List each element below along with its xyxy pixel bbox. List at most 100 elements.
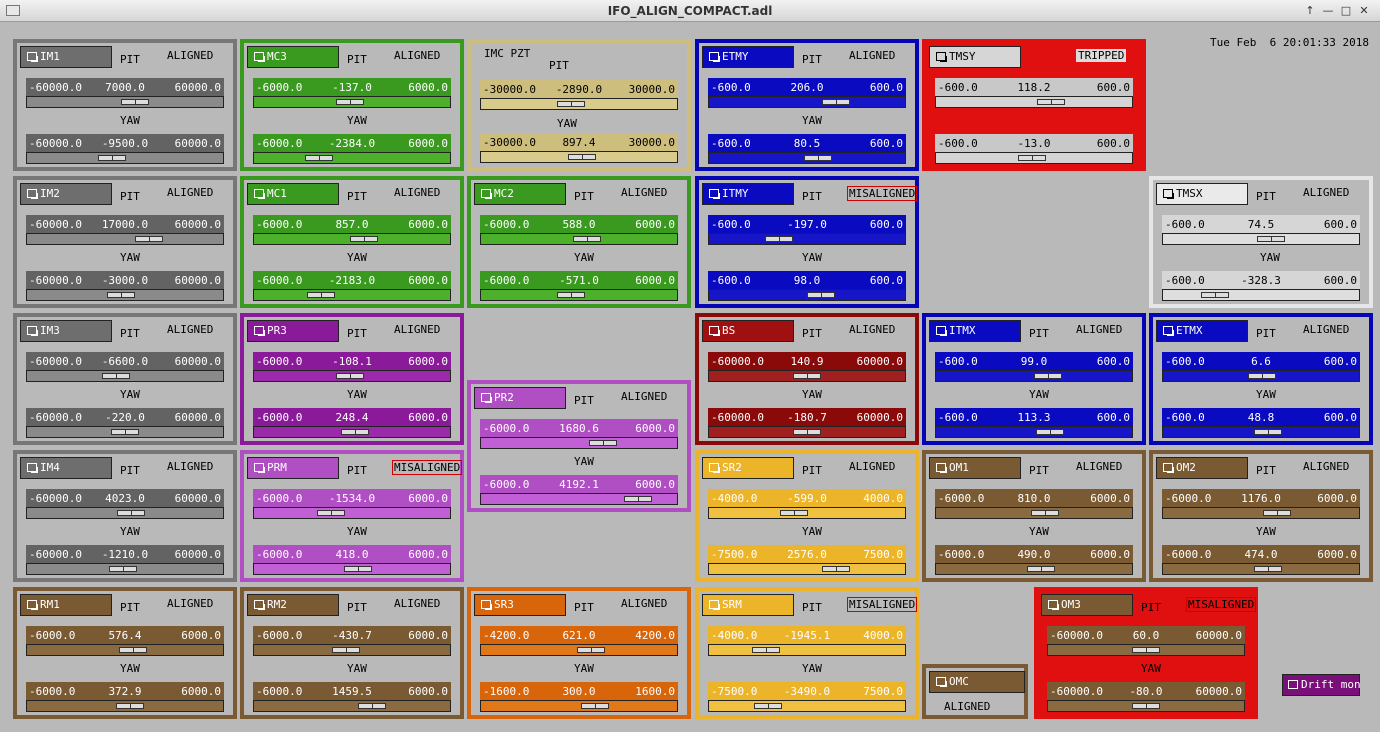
tmsx-button[interactable]: TMSX bbox=[1156, 183, 1248, 205]
mc3-button[interactable]: MC3 bbox=[247, 46, 339, 68]
yaw-slider-handle[interactable] bbox=[97, 155, 126, 161]
pit-slider[interactable] bbox=[708, 644, 906, 656]
yaw-slider-handle[interactable] bbox=[304, 155, 333, 161]
yaw-slider[interactable] bbox=[935, 152, 1133, 164]
pit-slider-handle[interactable] bbox=[1031, 510, 1060, 516]
tmsy-button[interactable]: TMSY bbox=[929, 46, 1021, 68]
etmy-button[interactable]: ETMY bbox=[702, 46, 794, 68]
yaw-slider-handle[interactable] bbox=[341, 429, 370, 435]
yaw-slider[interactable] bbox=[253, 152, 451, 164]
pit-slider[interactable] bbox=[480, 98, 678, 110]
pit-slider[interactable] bbox=[935, 507, 1133, 519]
pit-slider-handle[interactable] bbox=[793, 373, 822, 379]
pit-slider-handle[interactable] bbox=[134, 236, 163, 242]
pit-slider-handle[interactable] bbox=[780, 510, 809, 516]
pit-slider[interactable] bbox=[1047, 644, 1245, 656]
yaw-slider[interactable] bbox=[26, 152, 224, 164]
rm2-button[interactable]: RM2 bbox=[247, 594, 339, 616]
pit-slider-handle[interactable] bbox=[119, 647, 148, 653]
yaw-slider[interactable] bbox=[708, 563, 906, 575]
om3-button[interactable]: OM3 bbox=[1041, 594, 1133, 616]
yaw-slider[interactable] bbox=[1047, 700, 1245, 712]
yaw-slider[interactable] bbox=[26, 563, 224, 575]
yaw-slider[interactable] bbox=[935, 563, 1133, 575]
yaw-slider-handle[interactable] bbox=[106, 292, 135, 298]
drift-mon-button[interactable]: Drift mon bbox=[1282, 674, 1361, 696]
om2-button[interactable]: OM2 bbox=[1156, 457, 1248, 479]
pr2-button[interactable]: PR2 bbox=[474, 387, 566, 409]
yaw-slider[interactable] bbox=[708, 289, 906, 301]
pit-slider[interactable] bbox=[26, 233, 224, 245]
keep-above-icon[interactable]: ↑ bbox=[1305, 4, 1315, 17]
pit-slider-handle[interactable] bbox=[1132, 647, 1161, 653]
sr2-button[interactable]: SR2 bbox=[702, 457, 794, 479]
mc2-button[interactable]: MC2 bbox=[474, 183, 566, 205]
pit-slider-handle[interactable] bbox=[556, 101, 585, 107]
prm-button[interactable]: PRM bbox=[247, 457, 339, 479]
yaw-slider[interactable] bbox=[935, 426, 1133, 438]
yaw-slider-handle[interactable] bbox=[1201, 292, 1230, 298]
pit-slider[interactable] bbox=[935, 370, 1133, 382]
pit-slider[interactable] bbox=[708, 370, 906, 382]
rm1-button[interactable]: RM1 bbox=[20, 594, 112, 616]
pit-slider[interactable] bbox=[26, 370, 224, 382]
pit-slider-handle[interactable] bbox=[336, 99, 365, 105]
yaw-slider-handle[interactable] bbox=[1253, 429, 1282, 435]
srm-button[interactable]: SRM bbox=[702, 594, 794, 616]
pit-slider[interactable] bbox=[935, 96, 1133, 108]
pit-slider[interactable] bbox=[253, 96, 451, 108]
pit-slider[interactable] bbox=[480, 644, 678, 656]
yaw-slider[interactable] bbox=[708, 426, 906, 438]
yaw-slider-handle[interactable] bbox=[1035, 429, 1064, 435]
sr3-button[interactable]: SR3 bbox=[474, 594, 566, 616]
im4-button[interactable]: IM4 bbox=[20, 457, 112, 479]
pit-slider[interactable] bbox=[708, 233, 906, 245]
yaw-slider[interactable] bbox=[26, 700, 224, 712]
yaw-slider-handle[interactable] bbox=[753, 703, 782, 709]
yaw-slider-handle[interactable] bbox=[1131, 703, 1160, 709]
yaw-slider-handle[interactable] bbox=[623, 496, 652, 502]
pit-slider-handle[interactable] bbox=[1257, 236, 1286, 242]
pit-slider[interactable] bbox=[253, 507, 451, 519]
yaw-slider[interactable] bbox=[480, 493, 678, 505]
pr3-button[interactable]: PR3 bbox=[247, 320, 339, 342]
pit-slider[interactable] bbox=[708, 507, 906, 519]
pit-slider-handle[interactable] bbox=[116, 510, 145, 516]
pit-slider[interactable] bbox=[708, 96, 906, 108]
yaw-slider[interactable] bbox=[253, 289, 451, 301]
pit-slider-handle[interactable] bbox=[1263, 510, 1292, 516]
etmx-button[interactable]: ETMX bbox=[1156, 320, 1248, 342]
pit-slider-handle[interactable] bbox=[316, 510, 345, 516]
yaw-slider-handle[interactable] bbox=[1026, 566, 1055, 572]
window-menu-icon[interactable] bbox=[6, 5, 20, 16]
im3-button[interactable]: IM3 bbox=[20, 320, 112, 342]
pit-slider-handle[interactable] bbox=[588, 440, 617, 446]
yaw-slider[interactable] bbox=[1162, 289, 1360, 301]
yaw-slider-handle[interactable] bbox=[343, 566, 372, 572]
close-icon[interactable]: ✕ bbox=[1359, 4, 1369, 17]
om1-button[interactable]: OM1 bbox=[929, 457, 1021, 479]
itmy-button[interactable]: ITMY bbox=[702, 183, 794, 205]
pit-slider[interactable] bbox=[253, 370, 451, 382]
pit-slider-handle[interactable] bbox=[1036, 99, 1065, 105]
yaw-slider-handle[interactable] bbox=[116, 703, 145, 709]
pit-slider-handle[interactable] bbox=[821, 99, 850, 105]
pit-slider[interactable] bbox=[1162, 507, 1360, 519]
itmx-button[interactable]: ITMX bbox=[929, 320, 1021, 342]
pit-slider-handle[interactable] bbox=[752, 647, 781, 653]
pit-slider-handle[interactable] bbox=[101, 373, 130, 379]
yaw-slider-handle[interactable] bbox=[307, 292, 336, 298]
pit-slider-handle[interactable] bbox=[1033, 373, 1062, 379]
pit-slider[interactable] bbox=[480, 437, 678, 449]
yaw-slider-handle[interactable] bbox=[821, 566, 850, 572]
yaw-slider-handle[interactable] bbox=[110, 429, 139, 435]
mc1-button[interactable]: MC1 bbox=[247, 183, 339, 205]
pit-slider[interactable] bbox=[480, 233, 678, 245]
maximize-icon[interactable]: □ bbox=[1340, 4, 1352, 17]
pit-slider-handle[interactable] bbox=[573, 236, 602, 242]
im2-button[interactable]: IM2 bbox=[20, 183, 112, 205]
yaw-slider[interactable] bbox=[26, 426, 224, 438]
yaw-slider-handle[interactable] bbox=[806, 292, 835, 298]
yaw-slider[interactable] bbox=[708, 700, 906, 712]
yaw-slider-handle[interactable] bbox=[792, 429, 821, 435]
